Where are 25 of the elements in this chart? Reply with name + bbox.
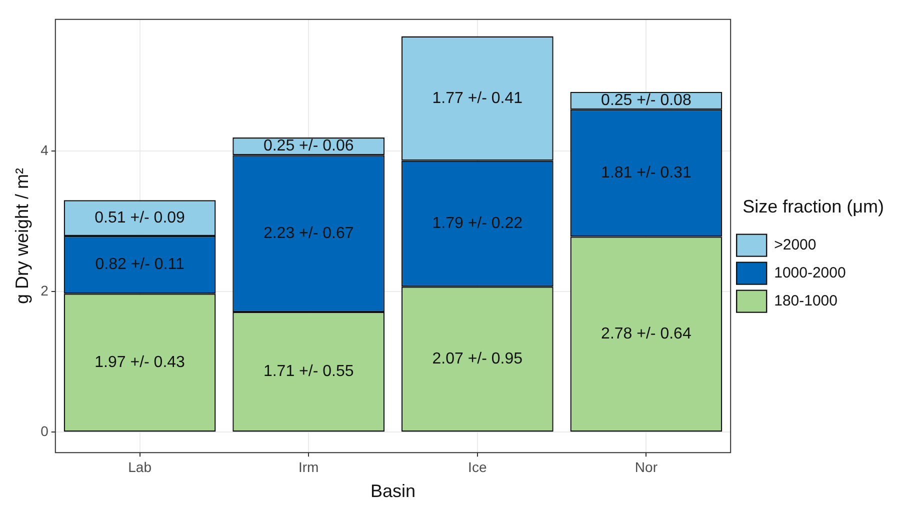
data-label: 1.77 +/- 0.41	[432, 90, 523, 107]
data-label: 2.23 +/- 0.67	[263, 224, 354, 242]
legend-label: 1000-2000	[774, 264, 846, 282]
legend-label: >2000	[774, 236, 816, 254]
y-tick-label: 0	[40, 423, 49, 440]
data-label: 2.78 +/- 0.64	[601, 326, 692, 343]
y-tick-label: 4	[40, 142, 49, 158]
x-tick-label: Irm	[298, 458, 319, 475]
x-tick-label: Ice	[468, 458, 487, 475]
x-tick-label: Lab	[128, 458, 152, 475]
x-tick-label: Nor	[634, 458, 658, 475]
data-label: 0.51 +/- 0.09	[94, 209, 186, 226]
data-label: 1.97 +/- 0.43	[94, 354, 186, 372]
y-axis-title: g Dry weight / m²	[12, 168, 32, 304]
data-label: 1.81 +/- 0.31	[601, 164, 692, 182]
legend-title: Size fraction (μm)	[742, 196, 884, 217]
y-tick-label: 2	[40, 282, 49, 298]
legend-label: 180-1000	[774, 292, 838, 310]
x-axis-title: Basin	[370, 481, 416, 502]
data-label: 1.79 +/- 0.22	[432, 215, 523, 232]
data-label: 2.07 +/- 0.95	[432, 350, 523, 368]
data-label: 0.82 +/- 0.11	[95, 256, 184, 274]
data-label: 0.25 +/- 0.06	[263, 138, 354, 155]
data-label: 0.25 +/- 0.08	[601, 92, 692, 110]
data-label: 1.71 +/- 0.55	[263, 363, 354, 380]
